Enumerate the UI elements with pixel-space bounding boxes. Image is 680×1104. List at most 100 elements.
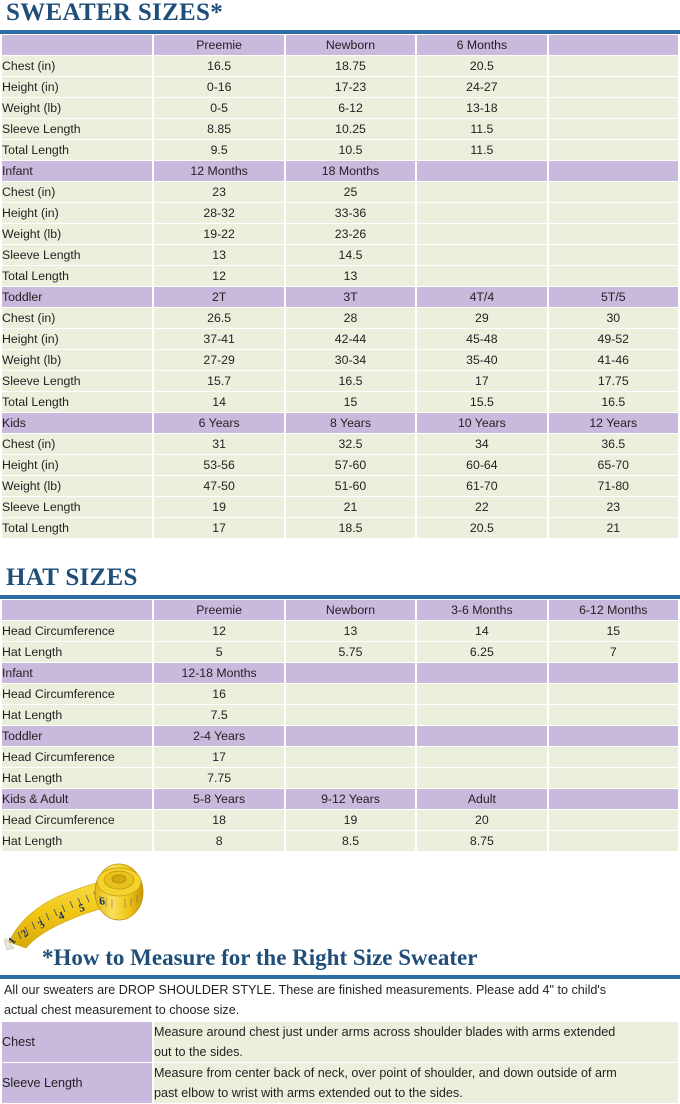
row-value: 23 (548, 497, 678, 517)
row-value: 37-41 (154, 329, 284, 349)
row-label: Hat Length (2, 768, 153, 788)
row-value (548, 831, 678, 851)
row-value: 20.5 (417, 56, 547, 76)
row-value: 5.75 (285, 642, 416, 662)
row-value: 61-70 (417, 476, 547, 496)
instruction-text-line-2: out to the sides. (154, 1045, 243, 1059)
table-row: Sleeve Length 8.85 10.25 11.5 (2, 119, 678, 139)
row-label: Total Length (2, 392, 153, 412)
row-label: Chest (in) (2, 182, 153, 202)
row-value: 51-60 (285, 476, 416, 496)
size-header-cell: 18 Months (285, 161, 416, 181)
size-header-cell (548, 35, 678, 55)
row-value: 25 (285, 182, 416, 202)
row-value: 27-29 (154, 350, 284, 370)
row-value: 21 (548, 518, 678, 538)
row-value (285, 768, 416, 788)
size-header-cell: Newborn (285, 600, 416, 620)
table-row: Sleeve Length Measure from center back o… (2, 1063, 678, 1103)
row-value (548, 747, 678, 767)
row-value: 17.75 (548, 371, 678, 391)
table-row: Hat Length 5 5.75 6.25 7 (2, 642, 678, 662)
tape-number: 3 (36, 918, 48, 931)
row-label: Total Length (2, 518, 153, 538)
row-value (285, 747, 416, 767)
row-label: Weight (lb) (2, 350, 153, 370)
row-label: Sleeve Length (2, 245, 153, 265)
row-value: 42-44 (285, 329, 416, 349)
sweater-sizes-title: SWEATER SIZES* (6, 0, 224, 26)
table-row: Chest (in) 26.5 28 29 30 (2, 308, 678, 328)
row-value: 15.7 (154, 371, 284, 391)
row-value: 19 (154, 497, 284, 517)
measurement-note: All our sweaters are DROP SHOULDER STYLE… (0, 979, 680, 1020)
size-header-cell: 6 Months (417, 35, 547, 55)
row-value: 13-18 (417, 98, 547, 118)
size-header-cell: 10 Years (417, 413, 547, 433)
table-row: Sleeve Length 15.7 16.5 17 17.75 (2, 371, 678, 391)
row-value: 41-46 (548, 350, 678, 370)
row-value: 7 (548, 642, 678, 662)
row-value: 71-80 (548, 476, 678, 496)
row-value: 11.5 (417, 140, 547, 160)
row-value (548, 140, 678, 160)
row-value: 9.5 (154, 140, 284, 160)
row-label: Height (in) (2, 203, 153, 223)
row-value: 16.5 (548, 392, 678, 412)
row-value (285, 684, 416, 704)
size-header-cell (285, 726, 416, 746)
size-header-cell: 4T/4 (417, 287, 547, 307)
row-value: 53-56 (154, 455, 284, 475)
size-header-cell: 12 Months (154, 161, 284, 181)
row-label: Height (in) (2, 329, 153, 349)
row-value (548, 245, 678, 265)
table-row: Hat Length 7.5 (2, 705, 678, 725)
table-row: Head Circumference 18 19 20 (2, 810, 678, 830)
row-label: Hat Length (2, 705, 153, 725)
row-value (417, 182, 547, 202)
how-to-measure-title: *How to Measure for the Right Size Sweat… (42, 945, 478, 970)
size-header-cell: 6 Years (154, 413, 284, 433)
row-value: 11.5 (417, 119, 547, 139)
row-value: 6.25 (417, 642, 547, 662)
group-label-cell: Toddler (2, 287, 153, 307)
group-label-cell: Kids (2, 413, 153, 433)
section-spacer (0, 852, 680, 860)
row-label: Head Circumference (2, 621, 153, 641)
group-label-cell: Infant (2, 161, 153, 181)
size-header-cell: Newborn (285, 35, 416, 55)
table-row: Total Length 14 15 15.5 16.5 (2, 392, 678, 412)
row-value: 16 (154, 684, 284, 704)
section-spacer (0, 539, 680, 565)
row-value (548, 56, 678, 76)
group-label-cell: Toddler (2, 726, 153, 746)
size-header-cell: Preemie (154, 35, 284, 55)
table-header-row: Infant 12-18 Months (2, 663, 678, 683)
row-value: 8 (154, 831, 284, 851)
row-value: 22 (417, 497, 547, 517)
row-value: 17 (154, 747, 284, 767)
table-row: Weight (lb) 19-22 23-26 (2, 224, 678, 244)
size-header-cell: 8 Years (285, 413, 416, 433)
instruction-text: Measure around chest just under arms acr… (154, 1022, 678, 1062)
measurement-note-line-1: All our sweaters are DROP SHOULDER STYLE… (4, 983, 607, 997)
row-value: 15 (285, 392, 416, 412)
table-row: Total Length 12 13 (2, 266, 678, 286)
row-value: 29 (417, 308, 547, 328)
row-value (417, 705, 547, 725)
row-value (548, 768, 678, 788)
row-value (417, 684, 547, 704)
row-label: Chest (in) (2, 308, 153, 328)
row-value: 17 (417, 371, 547, 391)
row-value (548, 182, 678, 202)
row-value (548, 684, 678, 704)
measuring-tape-illustration: 1 2 3 4 5 6 (0, 860, 680, 952)
instruction-text-line-2: past elbow to wrist with arms extended o… (154, 1086, 463, 1100)
row-value: 18 (154, 810, 284, 830)
table-row: Sleeve Length 19 21 22 23 (2, 497, 678, 517)
row-value (548, 224, 678, 244)
row-label: Head Circumference (2, 810, 153, 830)
sweater-sizes-section: SWEATER SIZES* Preemie Newborn 6 Months … (0, 0, 680, 539)
row-value: 14 (417, 621, 547, 641)
row-value: 8.75 (417, 831, 547, 851)
